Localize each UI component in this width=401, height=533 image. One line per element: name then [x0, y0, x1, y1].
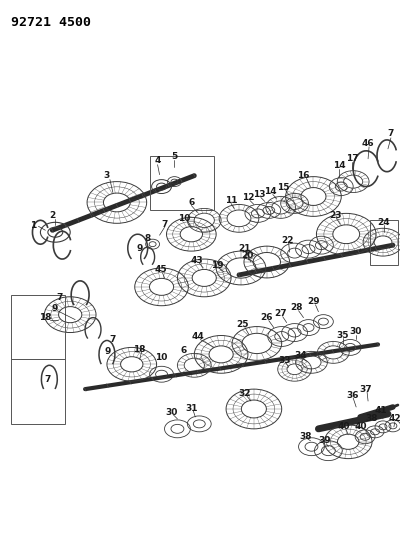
Text: 30: 30: [165, 408, 177, 417]
Text: 17: 17: [345, 154, 358, 163]
Text: 13: 13: [252, 190, 264, 199]
Text: 3: 3: [103, 171, 110, 180]
Text: 44: 44: [191, 332, 204, 341]
Text: 18: 18: [133, 345, 146, 354]
Text: 26: 26: [260, 313, 272, 322]
Text: 41: 41: [374, 407, 386, 415]
Text: 38: 38: [365, 415, 377, 423]
Text: 8: 8: [144, 233, 150, 243]
Text: 9: 9: [105, 347, 111, 356]
Text: 14: 14: [332, 161, 345, 170]
Text: 7: 7: [387, 130, 393, 139]
Text: 15: 15: [277, 183, 289, 192]
Text: 43: 43: [190, 255, 203, 264]
Text: 39: 39: [317, 436, 330, 445]
Text: 2: 2: [49, 211, 55, 220]
Text: 9: 9: [136, 244, 142, 253]
Text: 11: 11: [224, 196, 237, 205]
Text: 45: 45: [154, 265, 166, 274]
Text: 30: 30: [348, 327, 360, 336]
Text: 10: 10: [178, 214, 190, 223]
Text: 33: 33: [278, 356, 290, 365]
Text: 28: 28: [290, 303, 302, 312]
Text: 14: 14: [264, 187, 276, 196]
Text: 22: 22: [281, 236, 293, 245]
Text: 16: 16: [297, 171, 309, 180]
Text: 19: 19: [210, 261, 223, 270]
Text: 42: 42: [388, 415, 400, 423]
Text: 18: 18: [39, 313, 51, 322]
Text: 5: 5: [171, 152, 177, 161]
Text: 40: 40: [354, 422, 367, 431]
Text: 35: 35: [335, 331, 348, 340]
Text: 32: 32: [238, 389, 251, 398]
Text: 6: 6: [188, 198, 194, 207]
Text: 34: 34: [294, 351, 306, 360]
Text: 92721 4500: 92721 4500: [10, 16, 90, 29]
Text: 12: 12: [241, 193, 253, 202]
Text: 27: 27: [274, 309, 286, 318]
Text: 36: 36: [345, 391, 358, 400]
Text: 23: 23: [328, 211, 341, 220]
Text: 20: 20: [240, 251, 253, 260]
Text: 25: 25: [236, 320, 249, 329]
Text: 7: 7: [44, 375, 51, 384]
Text: 9: 9: [51, 304, 57, 313]
Text: 7: 7: [109, 335, 116, 344]
Text: 1: 1: [30, 221, 36, 230]
Text: 10: 10: [155, 353, 167, 362]
Text: 7: 7: [161, 220, 167, 229]
Text: 46: 46: [361, 139, 373, 148]
Text: 29: 29: [306, 297, 319, 306]
Text: 21: 21: [238, 244, 251, 253]
Text: 24: 24: [377, 218, 389, 227]
Text: 40: 40: [337, 422, 350, 431]
Text: 37: 37: [359, 385, 371, 394]
Text: 31: 31: [184, 405, 197, 414]
Text: 4: 4: [154, 156, 160, 165]
Text: 6: 6: [180, 346, 186, 355]
Text: 38: 38: [298, 432, 311, 441]
Text: 7: 7: [56, 293, 62, 302]
